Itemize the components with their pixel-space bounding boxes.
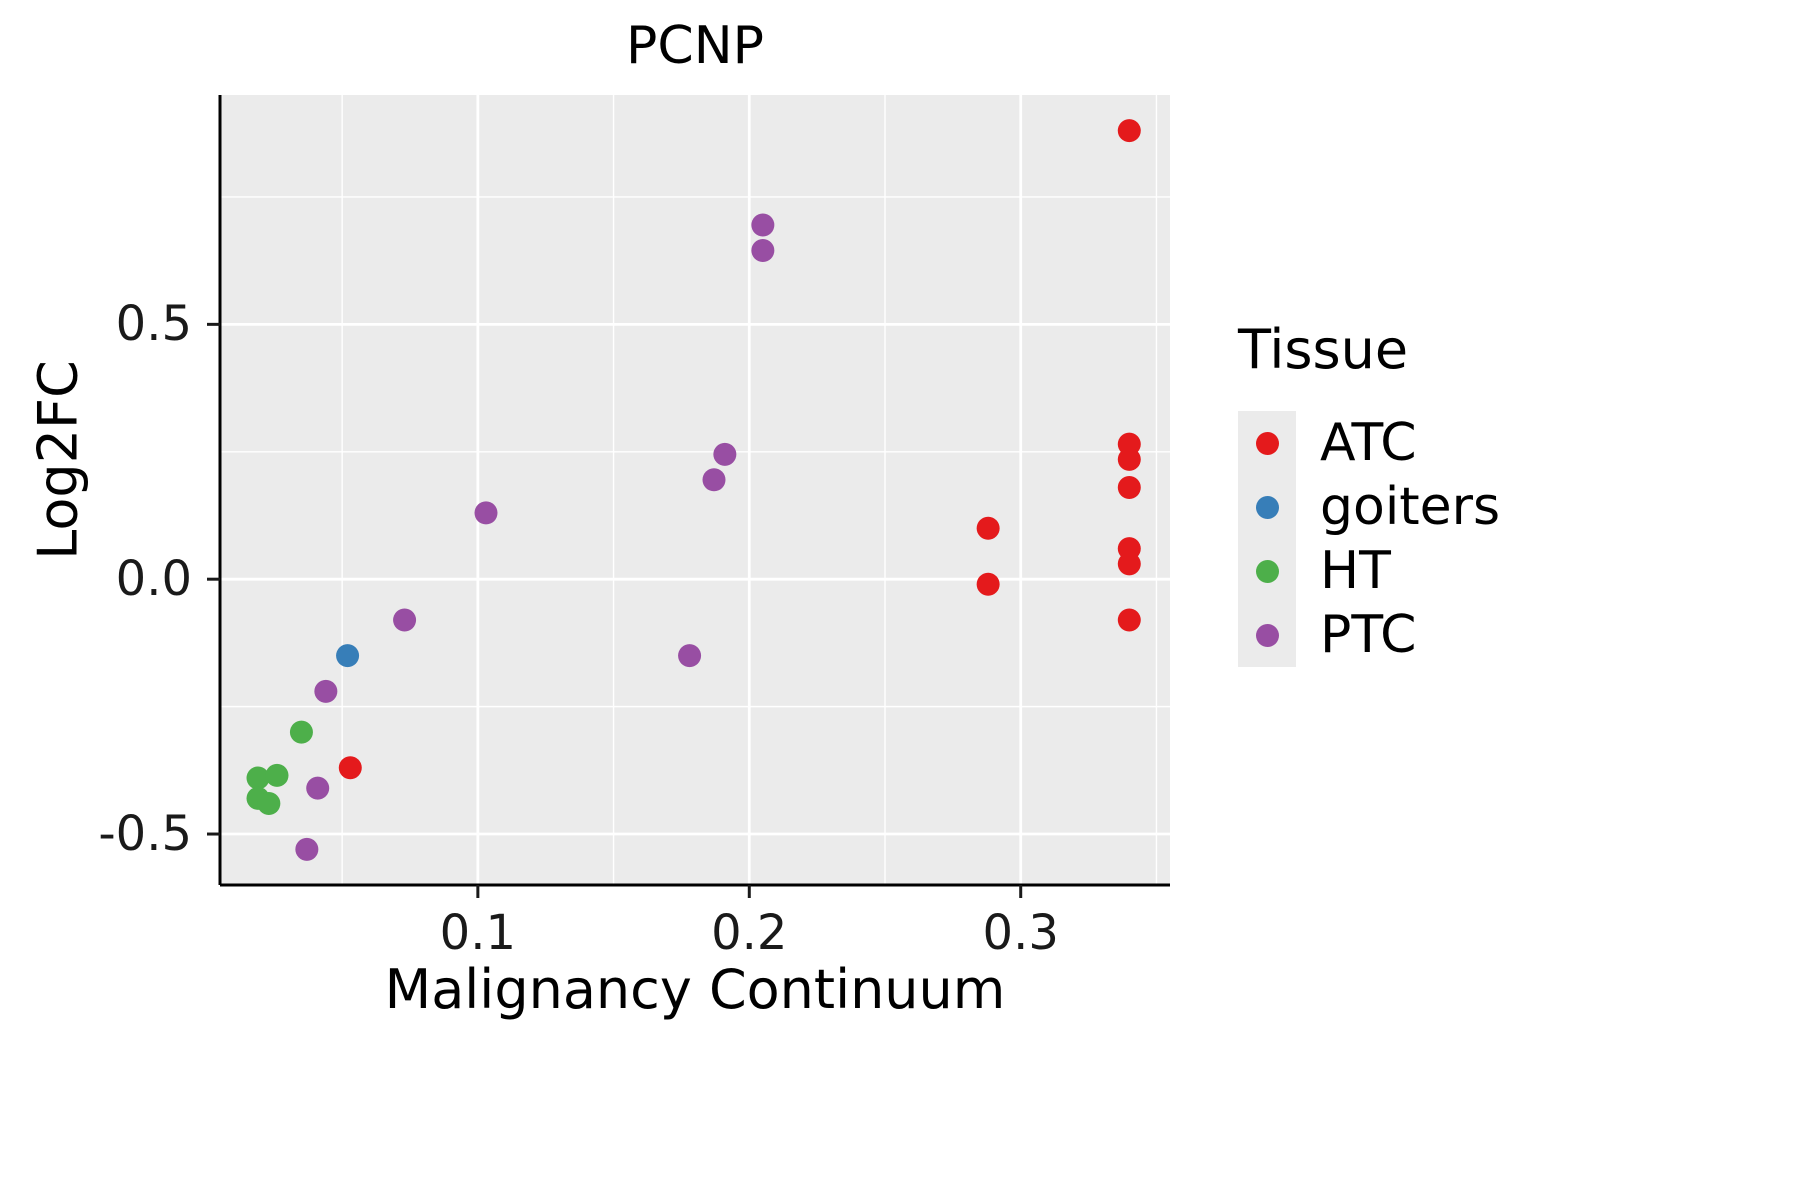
x-tick-label: 0.2 xyxy=(711,905,788,961)
legend-key-swatch xyxy=(1238,475,1296,539)
point-goiters xyxy=(336,644,360,668)
legend-key-swatch xyxy=(1238,603,1296,667)
legend-key-dot xyxy=(1255,623,1279,647)
point-PTC xyxy=(306,776,330,800)
legend-keys: ATC goiters HT PTC xyxy=(1238,411,1500,667)
legend-label: ATC xyxy=(1320,413,1417,473)
legend-item-PTC: PTC xyxy=(1238,603,1500,667)
legend-key-swatch xyxy=(1238,411,1296,475)
legend-key-swatch xyxy=(1238,539,1296,603)
point-HT xyxy=(246,766,270,790)
legend-label: PTC xyxy=(1320,605,1417,665)
point-PTC xyxy=(751,213,775,237)
point-PTC xyxy=(678,644,702,668)
point-PTC xyxy=(393,608,417,632)
x-tick-label: 0.1 xyxy=(439,905,517,961)
y-axis-label: Log2FC xyxy=(26,360,90,560)
point-HT xyxy=(265,763,289,787)
point-ATC xyxy=(976,516,1000,540)
point-PTC xyxy=(702,468,726,492)
point-HT xyxy=(289,720,313,744)
point-ATC xyxy=(1117,552,1141,576)
legend-label: goiters xyxy=(1320,477,1501,537)
point-PTC xyxy=(295,837,319,861)
legend-item-ATC: ATC xyxy=(1238,411,1500,475)
point-ATC xyxy=(976,572,1000,596)
legend: Tissue ATC goiters HT PTC xyxy=(1238,318,1500,667)
legend-item-goiters: goiters xyxy=(1238,475,1500,539)
point-PTC xyxy=(713,442,737,466)
plot-area xyxy=(207,95,1170,898)
legend-key-dot xyxy=(1255,559,1279,583)
point-ATC xyxy=(1117,608,1141,632)
point-ATC xyxy=(338,756,362,780)
point-ATC xyxy=(1117,447,1141,471)
point-PTC xyxy=(314,679,338,703)
y-tick-label: 0.0 xyxy=(115,551,192,608)
point-PTC xyxy=(474,501,498,525)
chart-title: PCNP xyxy=(626,16,764,76)
legend-label: HT xyxy=(1320,541,1391,601)
point-ATC xyxy=(1117,119,1141,143)
x-axis-label: Malignancy Continuum xyxy=(384,958,1006,1021)
point-PTC xyxy=(751,238,775,262)
point-HT xyxy=(257,791,281,815)
plot-panel xyxy=(220,95,1170,885)
y-tick-label: -0.5 xyxy=(98,806,192,863)
y-tick-label: 0.5 xyxy=(115,296,192,353)
point-ATC xyxy=(1117,475,1141,499)
legend-key-dot xyxy=(1255,495,1279,519)
legend-key-dot xyxy=(1255,431,1279,455)
legend-item-HT: HT xyxy=(1238,539,1500,603)
x-tick-label: 0.3 xyxy=(982,905,1059,961)
legend-title: Tissue xyxy=(1238,318,1409,381)
